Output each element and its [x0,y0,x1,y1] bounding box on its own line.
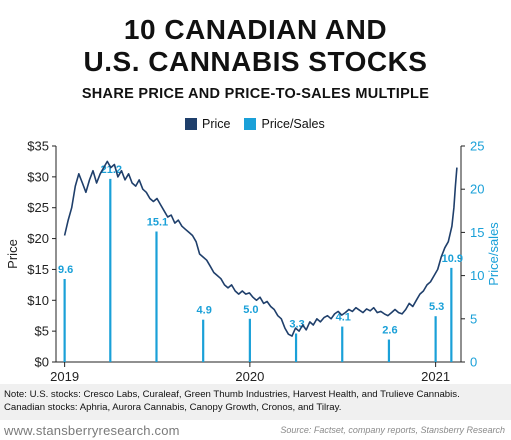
legend-item-price: Price [185,117,230,131]
legend-swatch-price [185,118,197,130]
x-tick-label: 2020 [235,369,264,384]
y-tick-label-right: 20 [470,182,484,197]
y-tick-label-left: $0 [35,355,49,370]
y-tick-label-left: $10 [27,293,49,308]
footer: www.stansberryresearch.com Source: Facts… [0,420,511,440]
y-tick-label-right: 10 [470,268,484,283]
y-tick-label-left: $5 [35,324,49,339]
x-tick-label: 2019 [50,369,79,384]
y-tick-label-right: 25 [470,139,484,154]
y-tick-label-left: $25 [27,200,49,215]
ps-data-label: 5.3 [429,301,444,313]
y-tick-label-right: 0 [470,355,477,370]
ps-data-label: 5.0 [243,304,258,316]
legend: Price Price/Sales [185,116,339,132]
note-box: Note: U.S. stocks: Cresco Labs, Curaleaf… [0,384,511,422]
y-tick-label-left: $35 [27,139,49,154]
chart-title-line2: U.S. CANNABIS STOCKS [83,46,428,77]
y-axis-title-right: Price/sales [486,222,501,286]
ps-data-label: 9.6 [58,264,73,276]
ps-data-label: 4.1 [336,312,351,324]
legend-swatch-ps [244,118,257,130]
y-tick-label-right: 5 [470,311,477,326]
chart-title-line1: 10 CANADIAN AND [123,14,388,45]
y-tick-label-right: 15 [470,225,484,240]
note-line1: Note: U.S. stocks: Cresco Labs, Curaleaf… [4,389,460,400]
y-tick-label-left: $30 [27,169,49,184]
footer-source: Source: Factset, company reports, Stansb… [280,425,505,435]
price-line [63,160,458,337]
y-tick-label-left: $20 [27,231,49,246]
note-line2: Canadian stocks: Aphria, Aurora Cannabis… [4,401,342,413]
x-tick-label: 2021 [421,369,450,384]
y-axis-title-left: Price [5,239,20,269]
footer-url: www.stansberryresearch.com [4,423,180,438]
ps-data-label: 4.9 [197,305,212,317]
chart-svg: $0 $5 $10 $15 $20 $25 $30 $35 0 5 10 15 20 25 2019 2020… [5,139,501,385]
y-tick-label-left: $15 [27,262,49,277]
ps-data-label: 10.9 [442,253,463,265]
legend-label-price: Price [202,117,231,131]
ps-data-label: 2.6 [382,325,397,337]
legend-item-ps: Price/Sales [244,117,325,131]
chart-subtitle: SHARE PRICE AND PRICE-TO-SALES MULTIPLE [81,86,430,102]
ps-data-label: 15.1 [147,217,168,229]
legend-label-ps: Price/Sales [261,117,325,131]
